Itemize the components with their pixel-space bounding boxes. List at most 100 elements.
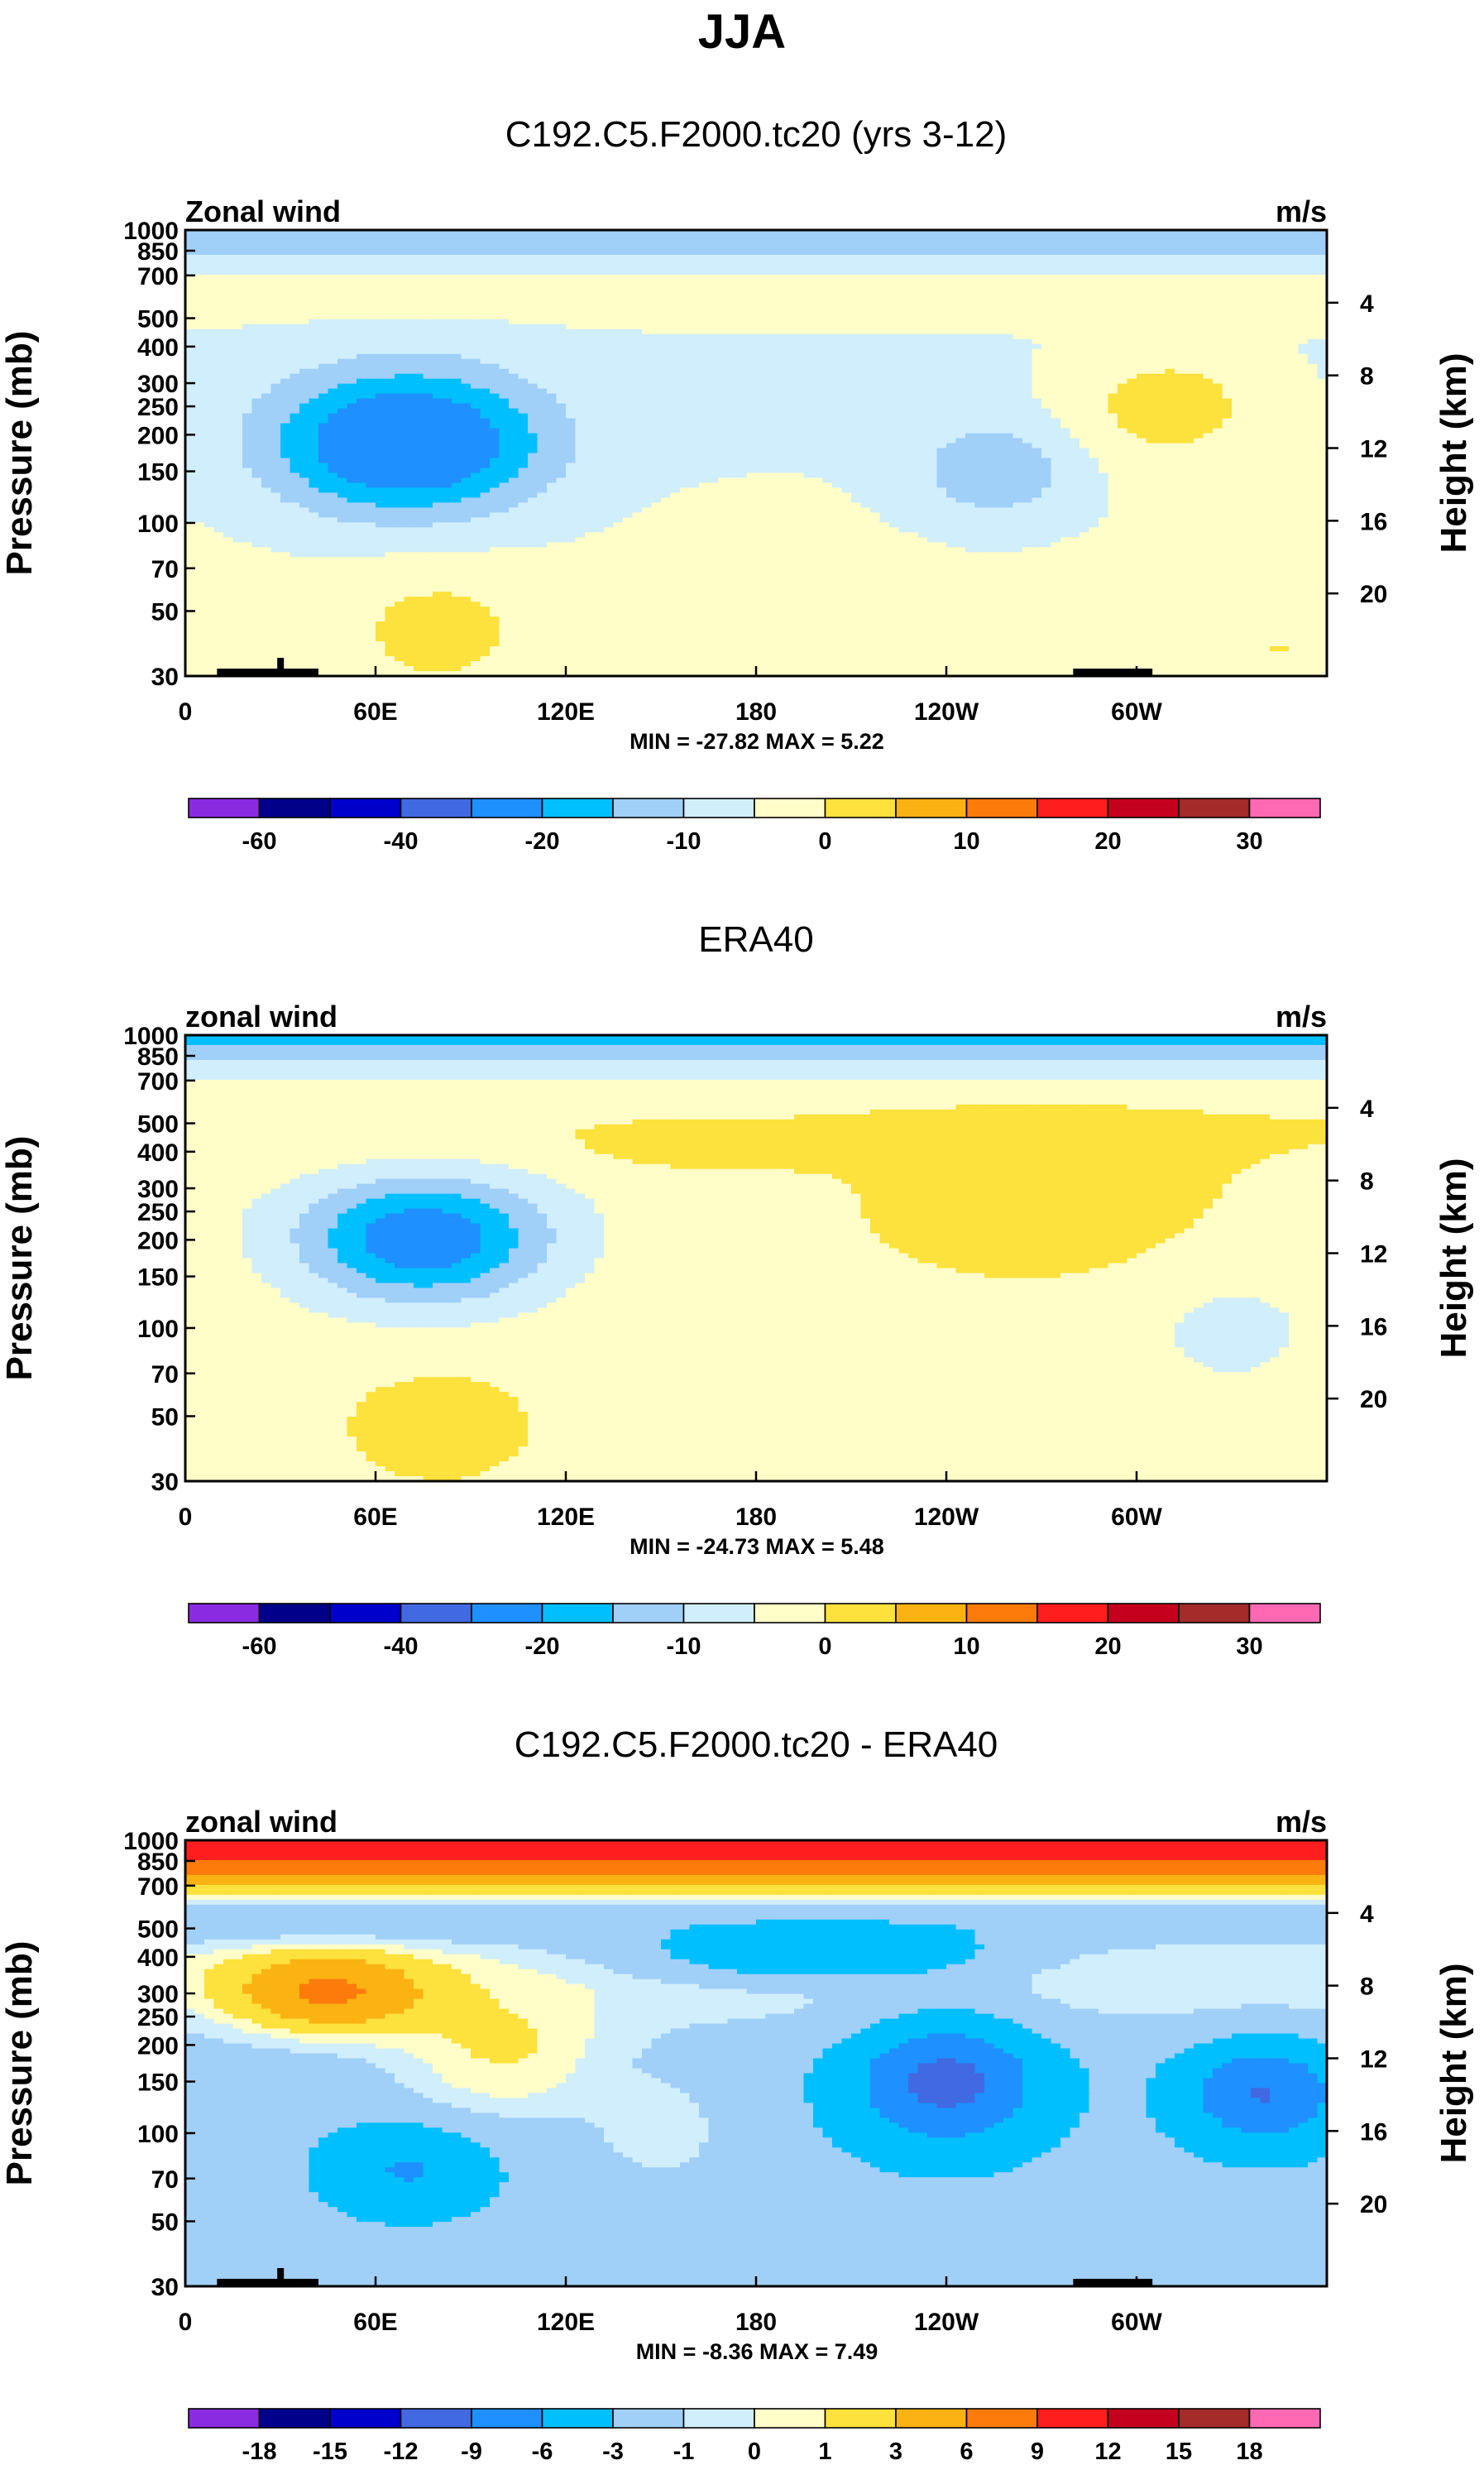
contour-cell	[718, 260, 728, 266]
contour-cell	[1251, 270, 1261, 276]
contour-cell	[395, 240, 405, 246]
contour-cell	[699, 265, 709, 271]
contour-cell	[195, 270, 205, 276]
contour-cell	[233, 275, 243, 281]
contour-cell	[538, 260, 548, 266]
contour-cell	[823, 275, 833, 281]
contour-cell	[1156, 235, 1166, 241]
contour-cell	[728, 275, 738, 281]
contour-cell	[699, 235, 709, 241]
contour-cell	[462, 255, 472, 261]
contour-cell	[414, 275, 424, 281]
contour-cell	[309, 275, 319, 281]
contour-cell	[385, 260, 395, 266]
contour-cell	[1166, 250, 1175, 256]
contour-cell	[709, 260, 719, 266]
contour-cell	[975, 260, 985, 266]
contour-cell	[204, 270, 214, 276]
contour-cell	[984, 250, 994, 256]
contour-cell	[699, 250, 709, 256]
contour-cell	[1022, 245, 1032, 251]
contour-cell	[385, 235, 395, 241]
contour-cell	[223, 280, 233, 285]
contour-cell	[1099, 255, 1108, 261]
contour-cell	[261, 255, 271, 261]
contour-cell	[261, 245, 271, 251]
contour-cell	[1185, 235, 1194, 241]
contour-cell	[1137, 270, 1147, 276]
contour-cell	[1261, 240, 1271, 246]
contour-cell	[1251, 255, 1261, 261]
contour-cell	[471, 235, 481, 241]
contour-cell	[899, 260, 909, 266]
contour-cell	[1156, 245, 1166, 251]
contour-cell	[623, 265, 633, 271]
figure-root: JJA C192.C5.F2000.tc20 (yrs 3-12) Zonal w…	[0, 0, 1484, 2461]
contour-cell	[1204, 270, 1214, 276]
contour-cell	[756, 245, 766, 251]
contour-cell	[823, 250, 833, 256]
contour-cell	[1223, 275, 1233, 281]
contour-cell	[481, 250, 491, 256]
contour-cell	[1089, 235, 1099, 241]
contour-cell	[185, 280, 195, 285]
contour-cell	[1147, 245, 1156, 251]
contour-cell	[671, 275, 681, 281]
contour-cell	[271, 245, 281, 251]
contour-cell	[994, 235, 1004, 241]
contour-cell	[328, 250, 338, 256]
contour-cell	[1232, 240, 1242, 246]
contour-cell	[337, 280, 347, 285]
contour-cell	[509, 245, 519, 251]
contour-cell	[965, 250, 975, 256]
contour-cell	[547, 250, 557, 256]
contour-cell	[1299, 260, 1309, 266]
contour-cell	[1070, 240, 1080, 246]
contour-cell	[623, 250, 633, 256]
contour-cell	[452, 265, 462, 271]
contour-cell	[1194, 245, 1204, 251]
contour-cell	[1166, 245, 1175, 251]
contour-cell	[481, 245, 491, 251]
contour-cell	[424, 275, 433, 281]
contour-cell	[842, 275, 852, 281]
contour-cell	[566, 240, 576, 246]
figure-svg: JJA C192.C5.F2000.tc20 (yrs 3-12)Zonal w…	[0, 0, 1484, 2461]
contour-cell	[1041, 240, 1051, 246]
contour-cell	[1070, 265, 1080, 271]
contour-cell	[1032, 265, 1042, 271]
contour-cell	[385, 245, 395, 251]
contour-cell	[1308, 260, 1318, 266]
contour-cell	[500, 235, 510, 241]
contour-cell	[252, 255, 262, 261]
contour-cell	[1289, 235, 1299, 241]
contour-cell	[680, 250, 690, 256]
contour-cell	[1079, 250, 1089, 256]
contour-cell	[414, 270, 424, 276]
contour-cell	[642, 240, 652, 246]
contour-cell	[937, 245, 947, 251]
contour-cell	[528, 270, 538, 276]
contour-cell	[937, 270, 947, 276]
contour-cell	[1232, 265, 1242, 271]
contour-cell	[433, 235, 443, 241]
contour-cell	[357, 260, 366, 266]
contour-cell	[566, 235, 576, 241]
contour-cell	[214, 275, 224, 281]
contour-cell	[861, 240, 871, 246]
contour-cell	[633, 260, 643, 266]
contour-cell	[328, 255, 338, 261]
contour-cell	[252, 235, 262, 241]
contour-cell	[975, 235, 985, 241]
contour-cell	[756, 255, 766, 261]
contour-cell	[1175, 245, 1185, 251]
contour-cell	[718, 245, 728, 251]
contour-cell	[490, 240, 500, 246]
contour-cell	[290, 260, 300, 266]
contour-cell	[1299, 250, 1309, 256]
contour-cell	[357, 270, 366, 276]
contour-cell	[1270, 265, 1280, 271]
contour-cell	[851, 265, 861, 271]
contour-cell	[889, 250, 899, 256]
contour-cell	[462, 240, 472, 246]
